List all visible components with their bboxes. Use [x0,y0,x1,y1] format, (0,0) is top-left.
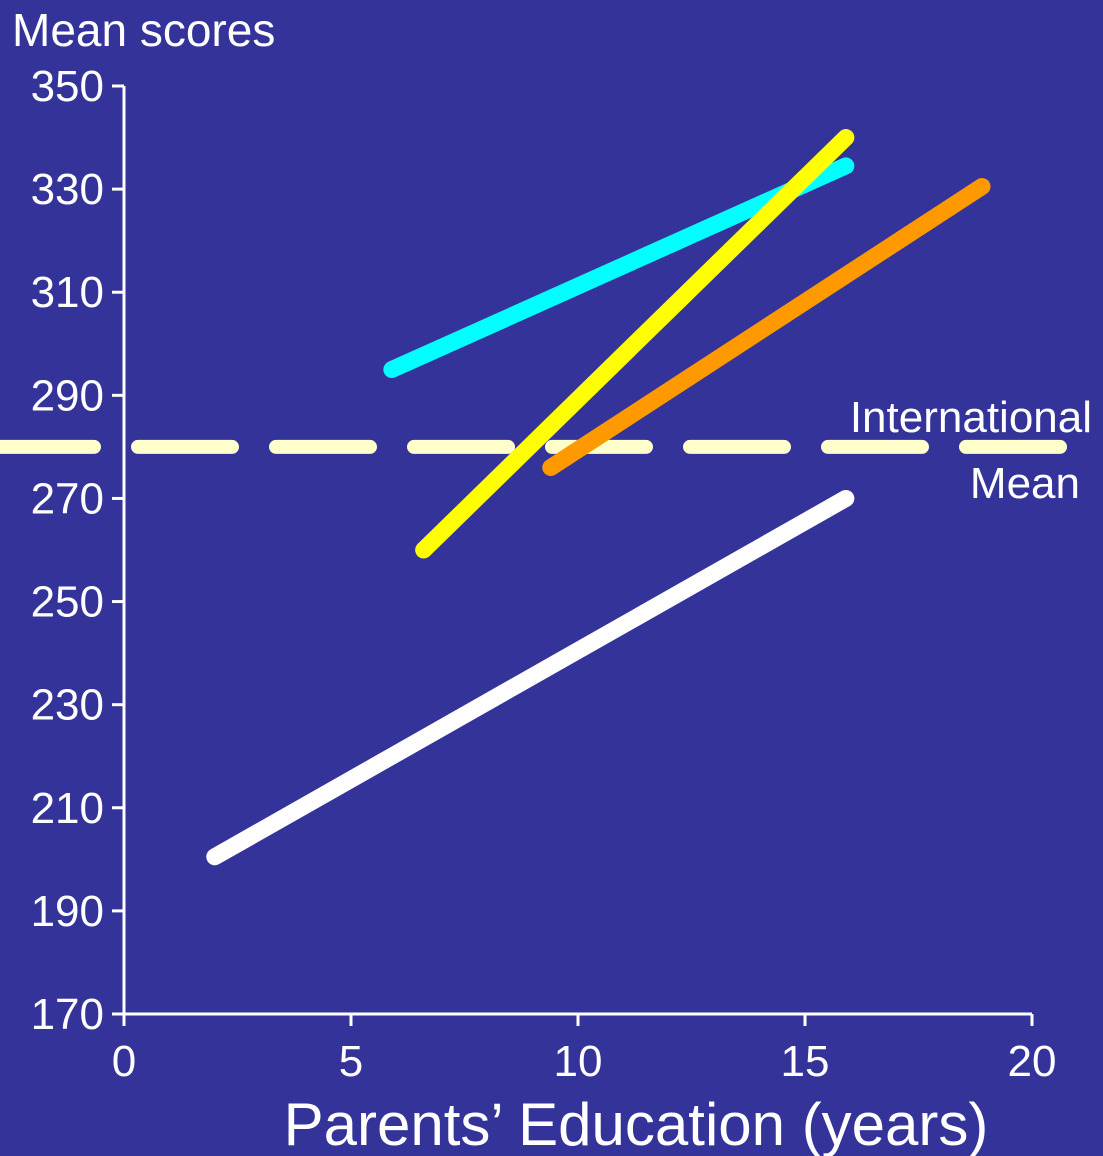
y-tick-label: 350 [31,62,104,111]
y-tick-label: 210 [31,784,104,833]
y-tick-label: 270 [31,474,104,523]
y-tick-label: 230 [31,681,104,730]
reference-label-line2: Mean [970,459,1080,508]
series-line-1 [206,489,855,866]
x-tick-label: 0 [112,1037,136,1086]
reference-label-line1: International [850,393,1092,442]
y-tick-label: 170 [31,990,104,1039]
x-tick-label: 5 [339,1037,363,1086]
x-tick-label: 10 [554,1037,603,1086]
series-line-4 [542,178,991,477]
axes: 170 190 210 230 250 270 290 310 330 350 0 5 10 15 20 [31,62,1057,1086]
x-axis-label: Parents’ Education (years) [284,1091,989,1156]
y-tick-label: 310 [31,268,104,317]
y-tick-label: 290 [31,371,104,420]
series-line-3 [415,129,855,559]
y-tick-label: 190 [31,887,104,936]
x-tick-label: 20 [1008,1037,1057,1086]
chart-title: Mean scores [12,4,275,56]
series-group [206,129,991,866]
x-tick-label: 15 [781,1037,830,1086]
y-tick-label: 250 [31,578,104,627]
y-tick-label: 330 [31,165,104,214]
